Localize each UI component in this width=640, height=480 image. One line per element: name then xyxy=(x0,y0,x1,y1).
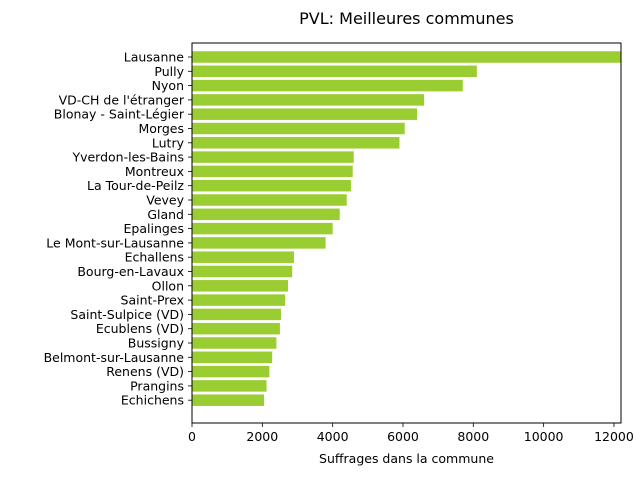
bar xyxy=(192,151,354,163)
bar xyxy=(192,380,267,392)
category-label: Ecublens (VD) xyxy=(96,321,184,336)
x-axis-ticks: 0 2000 4000 6000 8000 10000 12000 xyxy=(188,423,634,444)
category-label: Saint-Prex xyxy=(121,293,184,308)
plot-frame xyxy=(191,42,622,424)
category-label: Saint-Sulpice (VD) xyxy=(70,307,184,322)
bar xyxy=(192,322,280,335)
x-tick-label: 8000 xyxy=(457,429,489,444)
category-label: Ollon xyxy=(152,278,184,293)
bar xyxy=(192,65,477,78)
category-label: Nyon xyxy=(152,78,184,93)
bar xyxy=(192,165,353,178)
bar xyxy=(192,280,288,292)
bar xyxy=(192,208,340,221)
category-label: Yverdon-les-Bains xyxy=(71,150,184,165)
x-tick-label: 4000 xyxy=(317,429,349,444)
bar xyxy=(192,337,277,349)
category-label: Montreux xyxy=(125,164,184,179)
category-label: Pully xyxy=(154,64,184,79)
bar xyxy=(192,51,621,63)
bar xyxy=(192,394,265,406)
category-label: Echichens xyxy=(121,393,184,408)
category-label: Prangins xyxy=(130,378,184,393)
x-tick-label: 10000 xyxy=(524,429,564,444)
x-axis-label: Suffrages dans la commune xyxy=(319,451,494,466)
bar xyxy=(192,194,347,206)
bar xyxy=(192,237,326,249)
category-label: Lausanne xyxy=(124,50,185,65)
bar xyxy=(192,308,281,321)
bar xyxy=(192,137,400,149)
x-tick-label: 12000 xyxy=(594,429,634,444)
category-label: Gland xyxy=(147,207,184,222)
bars-group xyxy=(192,51,621,406)
bar xyxy=(192,251,294,263)
x-tick-label: 6000 xyxy=(387,429,419,444)
category-label: Morges xyxy=(139,121,185,136)
chart-title: PVL: Meilleures communes xyxy=(299,9,514,28)
x-tick-label: 0 xyxy=(188,429,196,444)
category-label: Lutry xyxy=(152,135,185,150)
category-label: Vevey xyxy=(146,193,184,208)
category-label: Echallens xyxy=(125,250,184,265)
category-label: Bourg-en-Lavaux xyxy=(77,264,184,279)
category-label: Blonay - Saint-Légier xyxy=(54,107,185,122)
category-label: Le Mont-sur-Lausanne xyxy=(46,235,184,250)
bar xyxy=(192,94,425,106)
bar xyxy=(192,108,418,120)
bar xyxy=(192,365,270,378)
category-label: VD-CH de l'étranger xyxy=(59,92,185,107)
bar xyxy=(192,351,273,364)
bar xyxy=(192,122,405,135)
bar xyxy=(192,265,293,278)
bar xyxy=(192,179,351,192)
category-label: Bussigny xyxy=(128,336,185,351)
bar xyxy=(192,222,333,235)
category-label: La Tour-de-Peilz xyxy=(87,178,184,193)
bar xyxy=(192,294,286,306)
category-label: Renens (VD) xyxy=(106,364,184,379)
category-label: Epalinges xyxy=(124,221,185,236)
category-label: Belmont-sur-Lausanne xyxy=(44,350,185,365)
x-tick-label: 2000 xyxy=(246,429,278,444)
bar xyxy=(192,79,463,92)
